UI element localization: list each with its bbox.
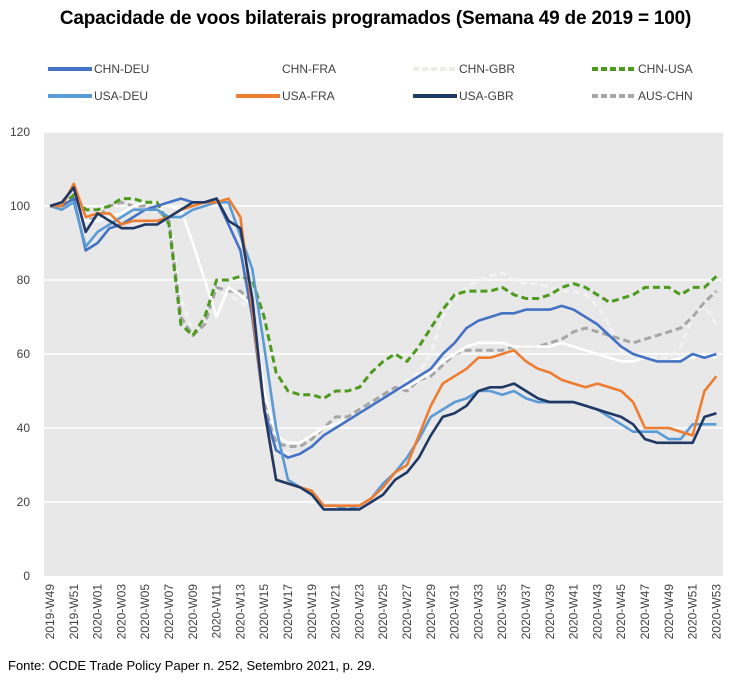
x-tick-label: 2020-W23	[352, 584, 366, 640]
x-tick-label: 2020-W25	[376, 584, 390, 640]
x-tick-label: 2020-W35	[495, 584, 509, 640]
y-tick-label: 60	[17, 347, 31, 361]
x-tick-label: 2020-W43	[590, 584, 604, 640]
y-axis: 0 20 40 60 80 100 120	[10, 125, 30, 583]
x-tick-label: 2020-W09	[186, 584, 200, 640]
legend-label: AUS-CHN	[638, 89, 693, 103]
series-line-chn-deu	[50, 197, 717, 459]
legend-swatch	[236, 94, 280, 98]
legend-swatch	[48, 67, 92, 71]
legend-item-chn-fra: CHN-FRA	[236, 62, 336, 76]
legend-label: USA-FRA	[282, 89, 335, 103]
legend-item-usa-deu: USA-DEU	[48, 89, 148, 103]
legend-item-usa-gbr: USA-GBR	[413, 89, 514, 103]
legend-item-aus-chn: AUS-CHN	[592, 89, 693, 103]
legend-item-usa-fra: USA-FRA	[236, 89, 335, 103]
y-tick-label: 20	[17, 495, 31, 509]
legend-swatch	[48, 94, 92, 98]
legend-label: USA-DEU	[94, 89, 149, 103]
x-tick-label: 2020-W01	[91, 584, 105, 640]
legend-label: USA-GBR	[459, 89, 514, 103]
x-tick-label: 2020-W29	[424, 584, 438, 640]
x-tick-label: 2020-W39	[543, 584, 557, 640]
legend-item-chn-usa: CHN-USA	[592, 62, 693, 76]
x-tick-label: 2020-W05	[138, 584, 152, 640]
x-tick-label: 2020-W17	[281, 584, 295, 640]
x-tick-label: 2020-W21	[329, 584, 343, 640]
x-axis: 2019-W49 2019-W51 2020-W01 2020-W03 2020-W05…	[43, 584, 723, 640]
series-line-usa-gbr	[49, 186, 717, 511]
legend: CHN-DEU CHN-FRA CHN-GBR CHN-USA USA-DEU …	[0, 58, 751, 108]
series-line-usa-deu	[49, 201, 717, 511]
x-tick-label: 2020-W19	[305, 584, 319, 640]
series-group	[49, 182, 718, 511]
x-tick-label: 2020-W37	[519, 584, 533, 640]
x-tick-label: 2020-W51	[686, 584, 700, 640]
y-tick-label: 40	[17, 421, 31, 435]
x-tick-label: 2020-W11	[210, 584, 224, 639]
legend-item-chn-gbr: CHN-GBR	[413, 62, 515, 76]
source-note: Fonte: OCDE Trade Policy Paper n. 252, S…	[8, 658, 376, 673]
x-tick-label: 2020-W03	[114, 584, 128, 640]
legend-swatch	[592, 94, 636, 98]
x-tick-label: 2020-W47	[638, 584, 652, 640]
series-line-usa-fra	[50, 182, 718, 508]
x-tick-label: 2020-W49	[662, 584, 676, 640]
legend-item-chn-deu: CHN-DEU	[48, 62, 149, 76]
x-tick-label: 2019-W51	[67, 584, 81, 640]
legend-label: CHN-FRA	[282, 62, 336, 76]
x-tick-label: 2020-W07	[162, 584, 176, 640]
chart-title: Capacidade de voos bilaterais programado…	[59, 8, 692, 29]
series-line-chn-usa	[50, 193, 718, 400]
x-tick-label: 2020-W45	[614, 584, 628, 640]
legend-label: CHN-DEU	[94, 62, 150, 76]
y-tick-label: 80	[17, 273, 31, 287]
legend-swatch	[592, 67, 636, 71]
y-tick-label: 0	[23, 569, 30, 583]
x-tick-label: 2020-W41	[567, 584, 581, 640]
x-tick-label: 2020-W13	[233, 584, 247, 640]
x-tick-label: 2020-W31	[448, 584, 462, 640]
y-tick-label: 120	[10, 125, 30, 139]
x-tick-label: 2020-W33	[471, 584, 485, 640]
y-tick-label: 100	[10, 199, 30, 213]
x-tick-label: 2020-W15	[257, 584, 271, 640]
x-tick-label: 2019-W49	[43, 584, 57, 640]
x-tick-label: 2020-W27	[400, 584, 414, 640]
legend-swatch	[236, 67, 280, 71]
legend-label: CHN-USA	[638, 62, 693, 76]
legend-swatch	[413, 94, 457, 98]
x-tick-label: 2020-W53	[709, 584, 723, 640]
legend-label: CHN-GBR	[459, 62, 515, 76]
legend-swatch	[413, 67, 457, 71]
